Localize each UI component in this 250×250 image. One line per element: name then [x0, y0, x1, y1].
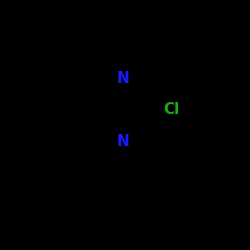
- Text: N: N: [116, 71, 129, 86]
- Text: N: N: [116, 134, 129, 149]
- Text: Cl: Cl: [163, 102, 180, 118]
